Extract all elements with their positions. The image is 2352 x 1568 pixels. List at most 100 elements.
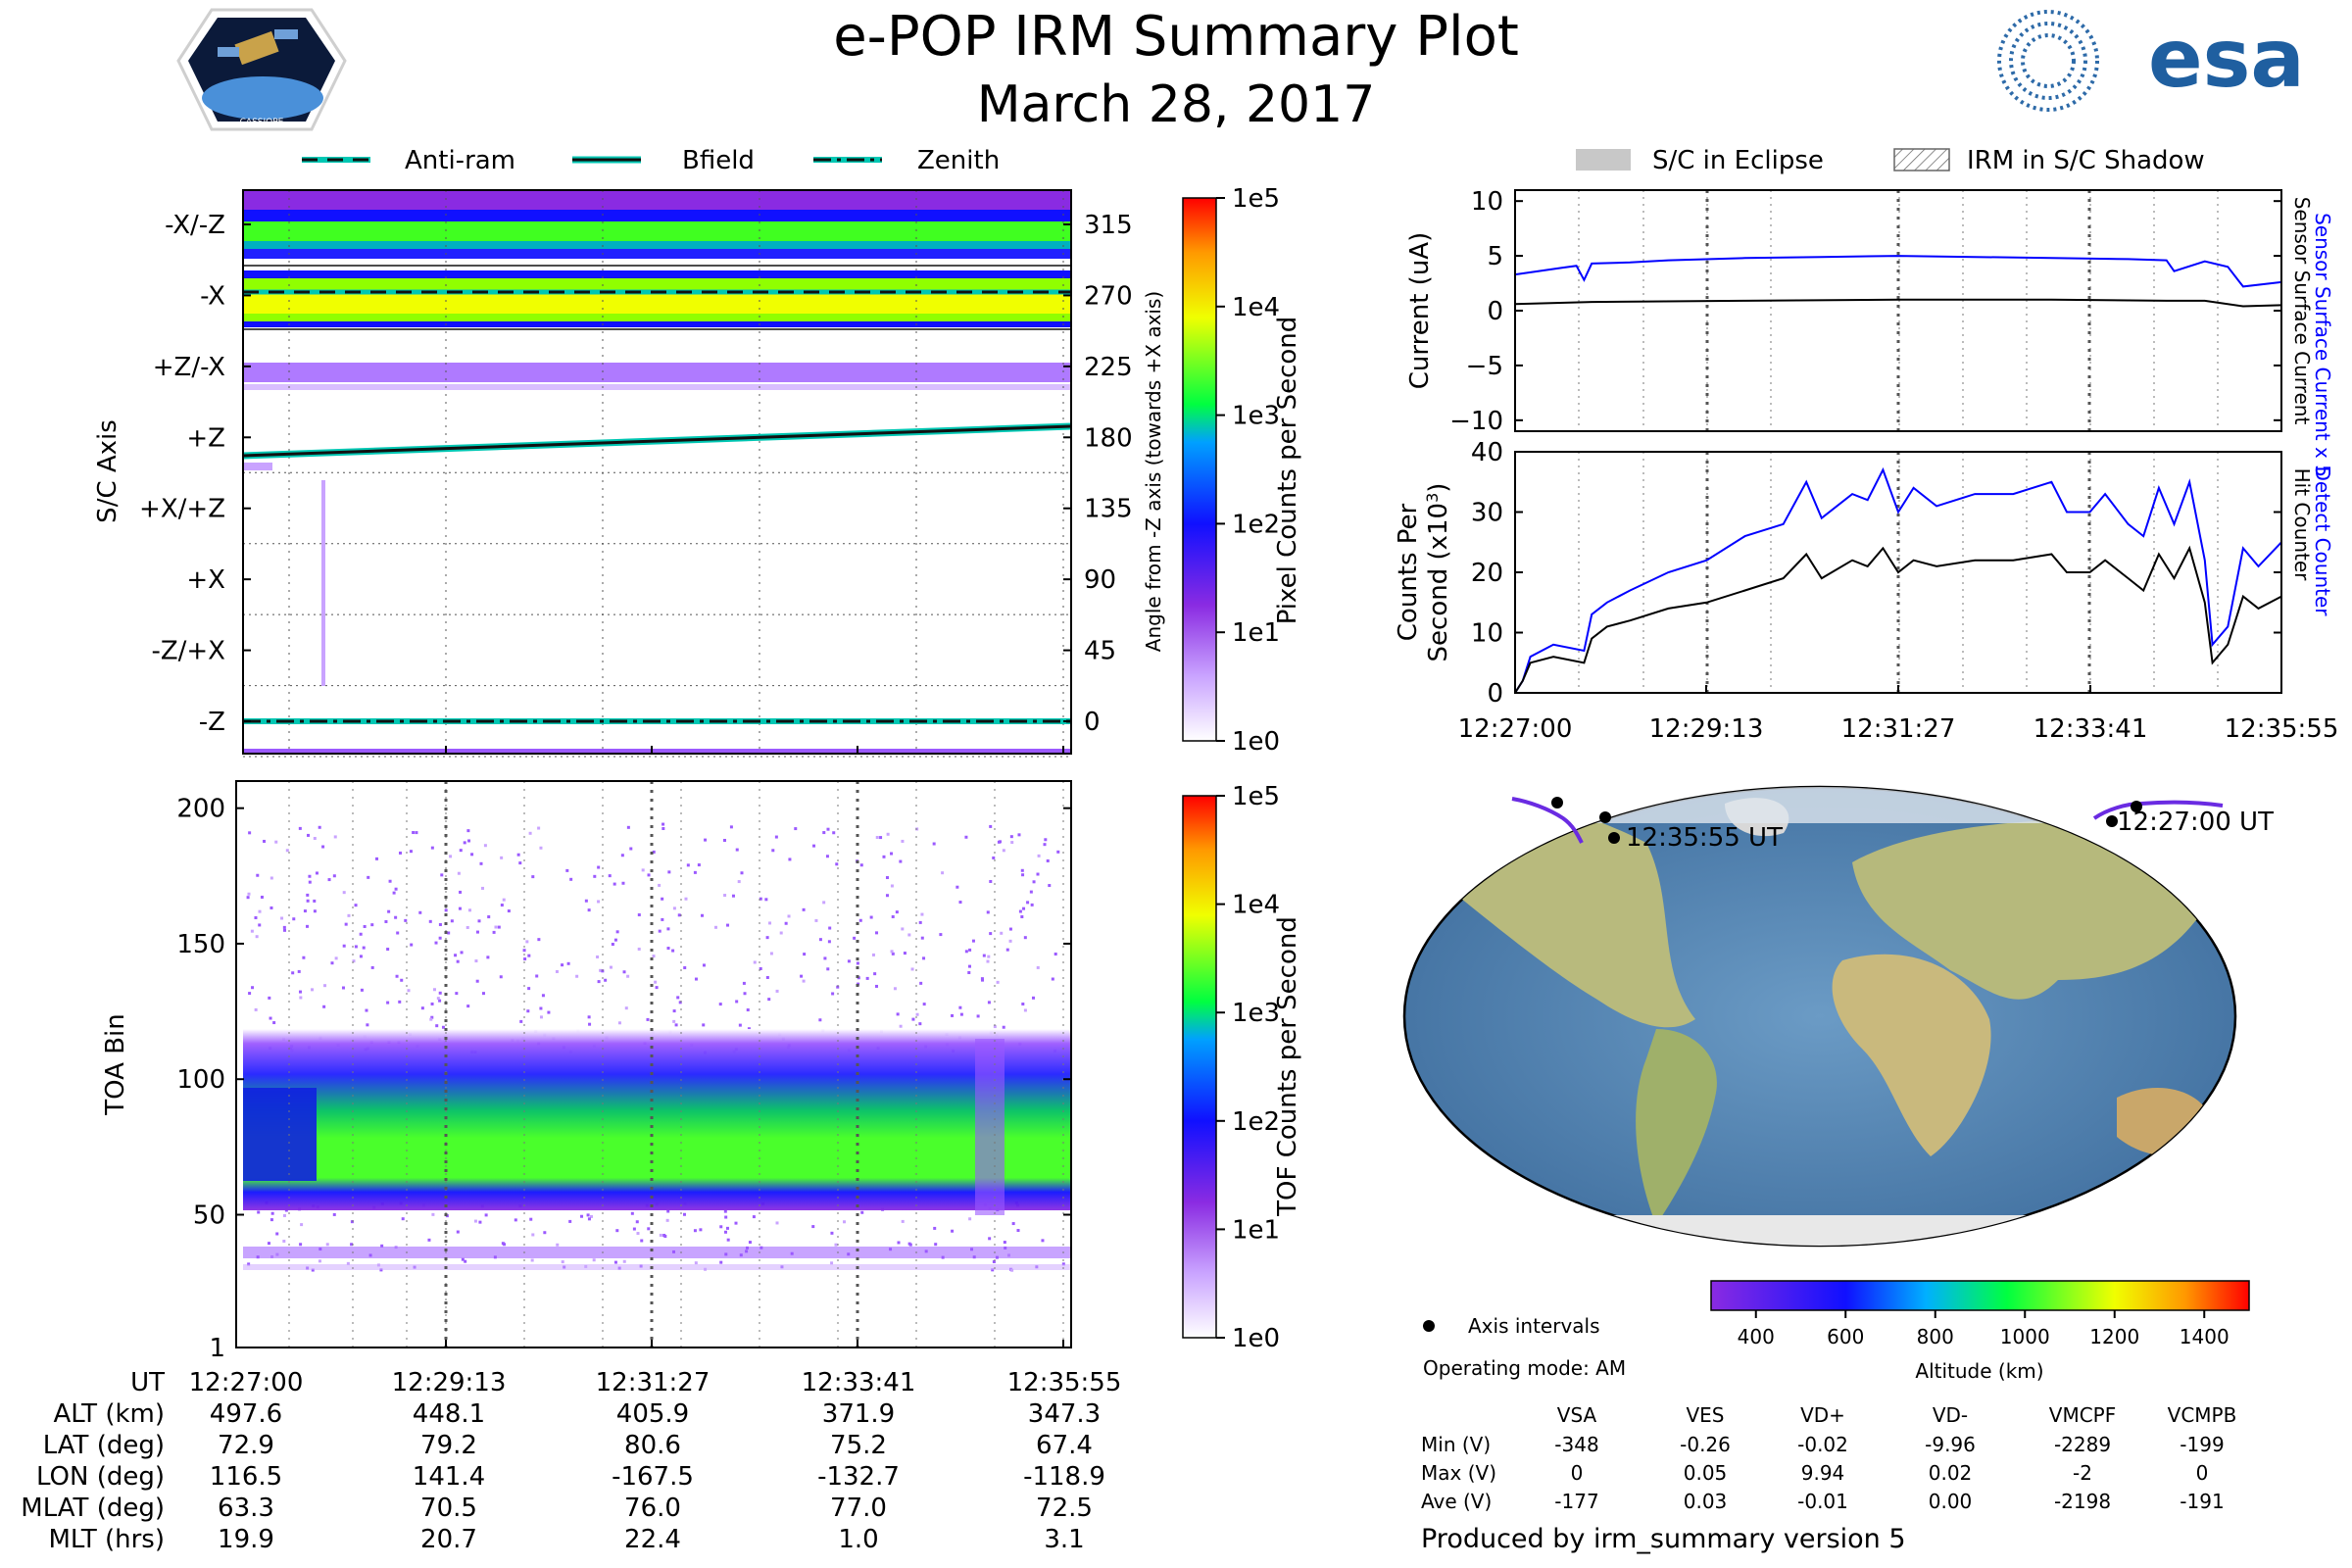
toa-speckle-point — [541, 994, 545, 998]
toa-speckle-point — [891, 914, 895, 918]
ephemeris-cell: 75.2 — [830, 1431, 887, 1460]
toa-speckle-point — [922, 1003, 926, 1006]
toa-speckle-point — [597, 865, 601, 869]
toa-speckle-point — [901, 1219, 905, 1223]
toa-ylabel: TOA Bin — [101, 1013, 130, 1115]
colorbar-tick-label: 1e3 — [1232, 999, 1280, 1028]
toa-speckle-point — [467, 908, 471, 912]
ephemeris-cell: 371.9 — [822, 1399, 895, 1429]
toa-speckle-point — [646, 1017, 650, 1021]
toa-speckle-point — [890, 884, 894, 888]
toa-speckle-point — [922, 956, 926, 960]
toa-speckle-point — [396, 931, 400, 935]
page-date: March 28, 2017 — [977, 75, 1376, 134]
current-series — [1514, 298, 2282, 308]
ephemeris-cell: 12:33:41 — [802, 1368, 916, 1397]
toa-speckle-point — [1021, 873, 1025, 877]
toa-speckle-point — [671, 949, 675, 953]
toa-speckle-point — [998, 840, 1002, 844]
toa-speckle-point — [1044, 838, 1048, 842]
toa-speckle-point — [284, 1208, 288, 1212]
ephemeris-cell: 12:29:13 — [392, 1368, 507, 1397]
counts-ylabel-2: Second (x103) — [1423, 483, 1454, 662]
toa-speckle-point — [449, 855, 453, 858]
toa-speckle-point — [893, 987, 897, 991]
colorbar-tick-label: 1400 — [2180, 1325, 2230, 1348]
toa-speckle-point — [555, 969, 559, 973]
toa-speckle-point — [395, 974, 399, 978]
track-east — [1511, 797, 1584, 844]
ephemeris-cell: 77.0 — [830, 1494, 887, 1523]
toa-speckle-point — [992, 1260, 996, 1264]
toa-speckle-point — [672, 906, 676, 910]
toa-speckle-point — [1031, 996, 1035, 1000]
toa-speckle-point — [663, 1235, 667, 1239]
toa-speckle-point — [333, 835, 337, 839]
ephemeris-cell: 141.4 — [413, 1462, 485, 1492]
toa-speckle-point — [896, 1012, 900, 1016]
toa-speckle-point — [662, 826, 665, 830]
toa-speckle-point — [561, 963, 564, 967]
toa-speckle-point — [899, 1024, 903, 1028]
toa-speckle-point — [526, 1009, 530, 1013]
toa-speckle-point — [865, 976, 869, 980]
ephemeris-cell: 19.9 — [218, 1525, 274, 1554]
x-tick-label: 12:29:13 — [1649, 714, 1764, 744]
toa-speckle-point — [467, 839, 471, 843]
voltage-cell: 0.03 — [1684, 1490, 1728, 1513]
toa-speckle-point — [1056, 850, 1060, 854]
toa-speckle-point — [409, 850, 413, 854]
colorbar-tick-label: 1000 — [2000, 1325, 2050, 1348]
toa-speckle-point — [621, 881, 625, 885]
toa-speckle-point — [822, 831, 826, 835]
toa-speckle-point — [556, 1243, 560, 1247]
toa-speckle-point — [859, 863, 863, 867]
track-end-label: 12:35:55 UT — [1626, 823, 1783, 853]
y-tick-label: 1 — [209, 1334, 225, 1363]
toa-speckle-point — [982, 954, 986, 957]
y-angle-label: 90 — [1084, 565, 1116, 595]
svg-text:Axis intervals: Axis intervals — [1468, 1314, 1600, 1338]
toa-speckle-point — [622, 970, 626, 974]
toa-speckle-point — [268, 996, 271, 1000]
toa-speckle-point — [415, 831, 418, 835]
toa-speckle-point — [580, 1214, 584, 1218]
toa-speckle-point — [652, 850, 656, 854]
toa-speckle-point — [742, 981, 746, 985]
toa-speckle-point — [593, 874, 597, 878]
toa-speckle-point — [590, 1214, 594, 1218]
ephemeris-cell: 12:35:55 — [1007, 1368, 1122, 1397]
y-tick-label: 30 — [1471, 499, 1503, 528]
toa-speckle-point — [270, 1218, 273, 1222]
toa-speckle-point — [890, 950, 894, 954]
africa — [1832, 954, 1991, 1156]
toa-speckle-point — [951, 1229, 955, 1233]
colorbar-tick-label: 1e1 — [1232, 1215, 1280, 1245]
toa-speckle-point — [784, 921, 788, 925]
toa-speckle-point — [672, 1019, 676, 1023]
toa-speckle-point — [280, 916, 284, 920]
toa-speckle-point — [332, 874, 336, 878]
colorbar-tick-label: 1e1 — [1232, 618, 1280, 648]
toa-speckle-point — [318, 825, 321, 829]
hit-counter-series — [1514, 545, 2282, 694]
toa-speckle-point — [993, 1025, 997, 1029]
toa-speckle-point — [882, 855, 886, 858]
toa-speckle-point — [903, 952, 906, 956]
toa-speckle-point — [428, 919, 432, 923]
legend-top-left: Anti-ram Bfield Zenith — [302, 146, 1000, 175]
toa-speckle-point — [565, 868, 569, 872]
voltage-cell: -9.96 — [1925, 1433, 1976, 1456]
toa-speckle-point — [518, 861, 522, 865]
colorbar-tick-label: 1e5 — [1232, 782, 1280, 811]
toa-speckle-point — [767, 998, 771, 1002]
ephemeris-row-label: MLAT (deg) — [21, 1494, 165, 1523]
toa-speckle-point — [282, 1213, 286, 1217]
toa-speckle-point — [568, 1219, 572, 1223]
ephemeris-cell: -132.7 — [817, 1462, 900, 1492]
toa-speckle-point — [907, 1242, 911, 1246]
y-tick-label: 40 — [1471, 438, 1503, 467]
toa-speckle-point — [915, 1012, 919, 1016]
toa-speckle-point — [731, 894, 735, 898]
track-point — [1599, 811, 1611, 823]
